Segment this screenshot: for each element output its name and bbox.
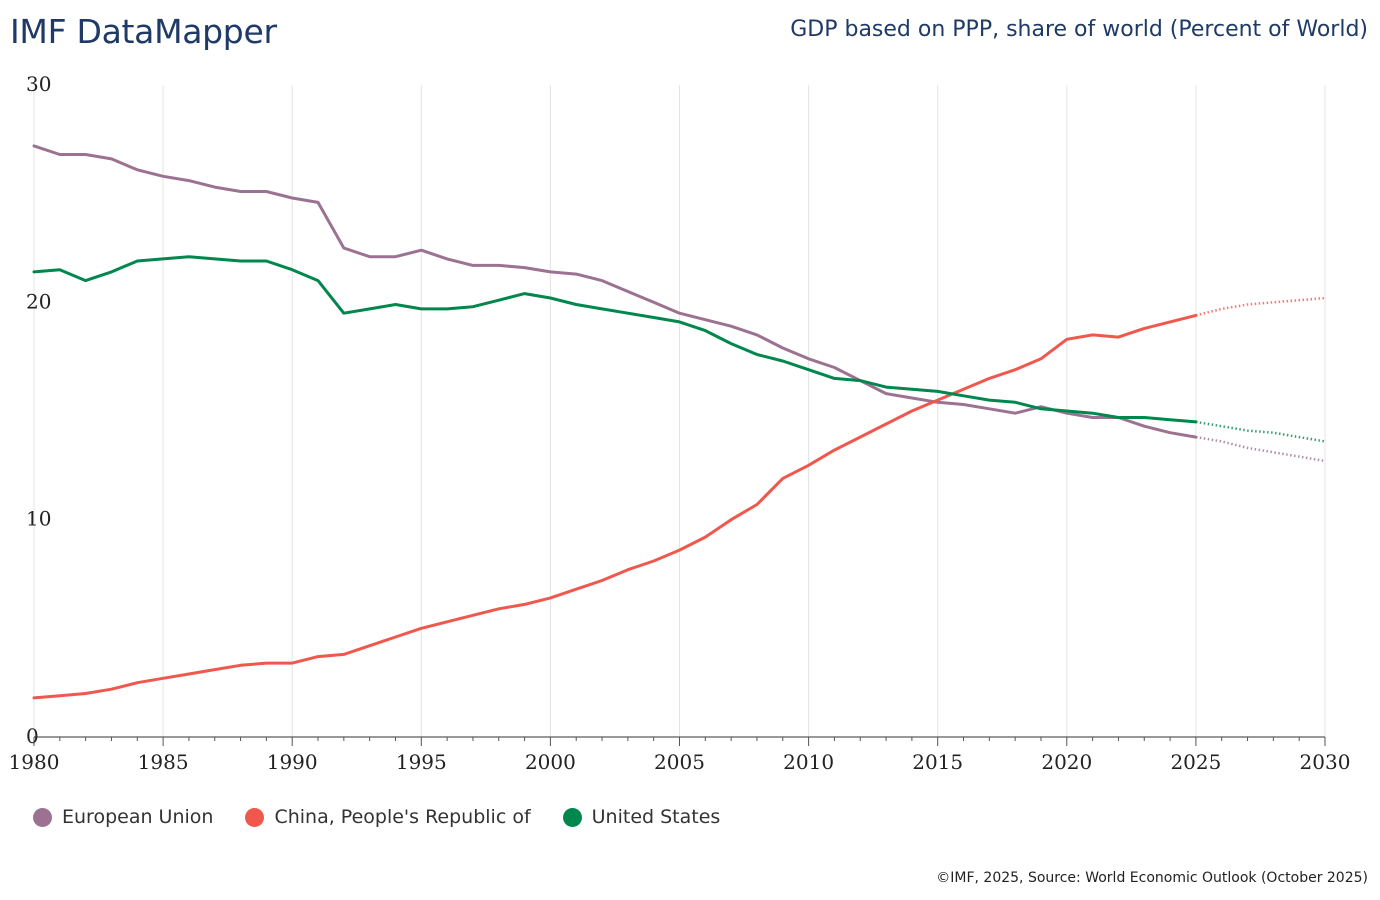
x-tick-label: 2015 xyxy=(912,750,963,774)
legend-item-european-union[interactable]: European Union xyxy=(33,806,213,828)
x-axis-ticks: 1980 1985 1990 1995 2000 2005 2010 2015 2020 2025… xyxy=(9,750,1351,774)
legend-item-china[interactable]: China, People's Republic of xyxy=(245,806,531,828)
legend: European Union China, People's Republic … xyxy=(33,806,752,828)
x-tick-label: 2020 xyxy=(1041,750,1092,774)
legend-label: European Union xyxy=(62,806,214,828)
series-lines xyxy=(32,144,1326,700)
x-tick-label: 2000 xyxy=(525,750,576,774)
y-tick-label: 20 xyxy=(26,289,51,313)
legend-label: China, People's Republic of xyxy=(274,806,531,828)
grid-lines xyxy=(33,85,1326,737)
x-tick-label: 2030 xyxy=(1300,750,1351,774)
chart-title: GDP based on PPP, share of world (Percen… xyxy=(790,17,1368,42)
x-tick-label: 2010 xyxy=(783,750,834,774)
series-projection-0 xyxy=(1195,435,1326,463)
series-projection-1 xyxy=(1195,296,1326,317)
y-tick-label: 10 xyxy=(26,507,51,531)
x-tick-label: 2005 xyxy=(654,750,705,774)
legend-dot-icon xyxy=(33,807,52,827)
legend-dot-icon xyxy=(245,807,265,827)
x-tick-label: 1995 xyxy=(396,750,447,774)
series-line-0 xyxy=(32,144,1198,439)
x-axis xyxy=(33,736,1326,746)
source-note: ©IMF, 2025, Source: World Economic Outlo… xyxy=(936,870,1368,886)
legend-label: United States xyxy=(591,806,721,828)
series-projection-2 xyxy=(1195,420,1326,443)
legend-dot-icon xyxy=(562,807,582,827)
x-tick-label: 1990 xyxy=(267,750,318,774)
y-tick-label: 30 xyxy=(26,72,51,96)
y-tick-label: 0 xyxy=(26,724,39,748)
x-tick-label: 1980 xyxy=(9,750,60,774)
x-tick-label: 2025 xyxy=(1170,750,1221,774)
series-line-1 xyxy=(32,313,1198,700)
series-line-2 xyxy=(32,255,1198,424)
brand-title: IMF DataMapper xyxy=(10,12,277,51)
y-axis-ticks: 0 10 20 30 xyxy=(26,72,51,748)
legend-item-united-states[interactable]: United States xyxy=(562,806,721,828)
x-tick-label: 1985 xyxy=(138,750,189,774)
